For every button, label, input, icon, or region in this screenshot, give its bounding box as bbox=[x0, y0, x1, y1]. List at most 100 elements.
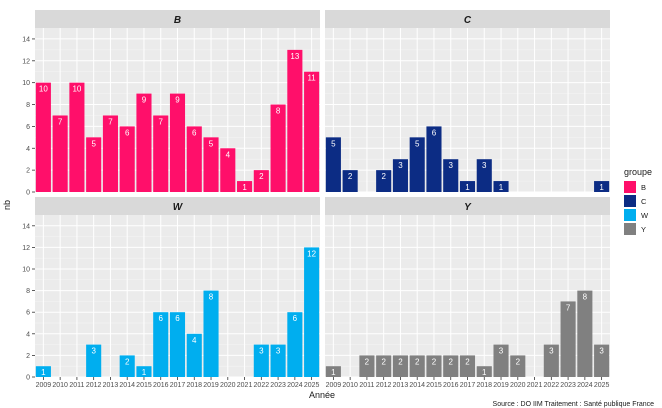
bar-value-label: 6 bbox=[159, 314, 164, 323]
x-tick-label: 2019 bbox=[203, 382, 219, 389]
bar-value-label: 2 bbox=[365, 357, 370, 366]
x-tick-label: 2012 bbox=[86, 382, 102, 389]
legend-key-B bbox=[624, 181, 636, 193]
bar-value-label: 3 bbox=[549, 347, 554, 356]
x-tick-label: 2023 bbox=[560, 382, 576, 389]
bar-value-label: 2 bbox=[381, 357, 386, 366]
y-tick-label: 14 bbox=[22, 36, 30, 43]
bar-C-2009 bbox=[325, 137, 341, 192]
bar-W-2019 bbox=[203, 290, 219, 377]
y-tick-label: 4 bbox=[26, 331, 30, 338]
bar-value-label: 8 bbox=[209, 293, 214, 302]
bar-value-label: 3 bbox=[482, 161, 487, 170]
x-axis-title: Année bbox=[309, 390, 335, 400]
y-tick-label: 14 bbox=[22, 223, 30, 230]
bar-W-2022 bbox=[253, 344, 269, 377]
bar-W-2009 bbox=[35, 366, 51, 377]
bar-B-2014 bbox=[119, 126, 135, 192]
bar-value-label: 1 bbox=[41, 368, 46, 377]
y-tick-label: 8 bbox=[26, 288, 30, 295]
bar-B-2013 bbox=[102, 115, 118, 192]
y-tick-label: 2 bbox=[26, 353, 30, 360]
x-tick-label: 2020 bbox=[220, 382, 236, 389]
bar-Y-2017 bbox=[459, 355, 476, 377]
legend-key-W bbox=[624, 209, 636, 221]
bar-Y-2011 bbox=[359, 355, 375, 377]
bar-B-2025 bbox=[304, 71, 320, 192]
x-tick-label: 2014 bbox=[409, 382, 425, 389]
bar-value-label: 2 bbox=[465, 357, 470, 366]
x-tick-label: 2009 bbox=[36, 382, 52, 389]
x-tick-label: 2022 bbox=[544, 382, 560, 389]
x-tick-label: 2024 bbox=[577, 382, 593, 389]
bar-value-label: 12 bbox=[307, 249, 316, 258]
x-tick-label: 2024 bbox=[287, 382, 303, 389]
bar-C-2012 bbox=[376, 170, 392, 192]
facet-strip-label: W bbox=[173, 202, 184, 213]
bar-C-2014 bbox=[409, 137, 425, 192]
y-tick-label: 8 bbox=[26, 102, 30, 109]
bar-B-2016 bbox=[153, 115, 169, 192]
bar-value-label: 1 bbox=[499, 183, 504, 192]
legend-key-C bbox=[624, 195, 636, 207]
x-tick-label: 2016 bbox=[443, 382, 459, 389]
bar-value-label: 6 bbox=[175, 314, 180, 323]
bar-B-2011 bbox=[69, 82, 85, 192]
bar-value-label: 2 bbox=[348, 172, 353, 181]
x-tick-label: 2019 bbox=[493, 382, 509, 389]
x-tick-label: 2018 bbox=[476, 382, 492, 389]
bar-C-2013 bbox=[392, 159, 408, 192]
x-tick-label: 2016 bbox=[153, 382, 169, 389]
bar-value-label: 2 bbox=[398, 357, 403, 366]
y-tick-label: 6 bbox=[26, 124, 30, 131]
bar-value-label: 1 bbox=[331, 368, 336, 377]
bar-value-label: 13 bbox=[290, 52, 299, 61]
y-tick-label: 0 bbox=[26, 190, 30, 197]
bar-C-2025 bbox=[594, 181, 610, 192]
bar-B-2024 bbox=[287, 49, 303, 192]
bar-B-2018 bbox=[186, 126, 202, 192]
bar-C-2017 bbox=[459, 181, 476, 192]
x-tick-label: 2010 bbox=[52, 382, 68, 389]
x-tick-label: 2022 bbox=[254, 382, 270, 389]
x-tick-label: 2011 bbox=[69, 382, 84, 389]
y-tick-label: 10 bbox=[22, 267, 30, 274]
bar-value-label: 11 bbox=[307, 74, 316, 83]
x-tick-label: 2012 bbox=[376, 382, 392, 389]
bar-value-label: 6 bbox=[293, 314, 298, 323]
bar-value-label: 10 bbox=[39, 85, 48, 94]
bar-value-label: 3 bbox=[259, 347, 264, 356]
bar-value-label: 5 bbox=[91, 139, 96, 148]
bar-value-label: 3 bbox=[91, 347, 96, 356]
bar-W-2017 bbox=[169, 312, 186, 377]
bar-Y-2015 bbox=[426, 355, 442, 377]
legend-label: B bbox=[641, 183, 646, 192]
bar-W-2012 bbox=[86, 344, 102, 377]
bar-value-label: 5 bbox=[415, 139, 420, 148]
legend-label: Y bbox=[641, 225, 646, 234]
bar-B-2020 bbox=[220, 148, 236, 192]
bar-Y-2018 bbox=[476, 366, 492, 377]
bar-value-label: 2 bbox=[381, 172, 386, 181]
bar-Y-2009 bbox=[325, 366, 341, 377]
facet-strip-label: B bbox=[174, 15, 181, 26]
x-tick-label: 2014 bbox=[119, 382, 135, 389]
bar-value-label: 6 bbox=[192, 128, 197, 137]
bar-B-2012 bbox=[86, 137, 102, 192]
bar-value-label: 2 bbox=[516, 357, 521, 366]
bar-C-2019 bbox=[493, 181, 509, 192]
x-tick-label: 2025 bbox=[304, 382, 320, 389]
bar-W-2016 bbox=[153, 312, 169, 377]
y-axis-title: nb bbox=[2, 200, 12, 210]
bar-C-2016 bbox=[443, 159, 459, 192]
bar-value-label: 3 bbox=[398, 161, 403, 170]
bar-value-label: 10 bbox=[72, 85, 81, 94]
legend-key-Y bbox=[624, 223, 636, 235]
bar-B-2009 bbox=[35, 82, 51, 192]
bar-value-label: 1 bbox=[142, 368, 147, 377]
bar-value-label: 6 bbox=[432, 128, 437, 137]
bar-value-label: 7 bbox=[566, 303, 571, 312]
